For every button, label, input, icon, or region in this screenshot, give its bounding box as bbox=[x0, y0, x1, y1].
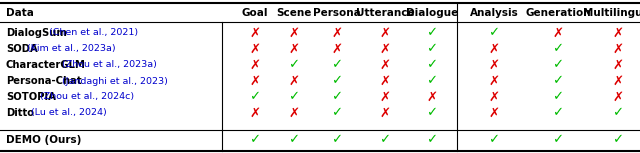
Text: ✗: ✗ bbox=[332, 26, 342, 39]
Text: ✗: ✗ bbox=[612, 75, 623, 88]
Text: ✓: ✓ bbox=[426, 43, 438, 56]
Text: ✗: ✗ bbox=[250, 58, 260, 71]
Text: ✗: ✗ bbox=[250, 106, 260, 119]
Text: ✗: ✗ bbox=[289, 26, 300, 39]
Text: ✗: ✗ bbox=[380, 75, 390, 88]
Text: (Zhou et al., 2024c): (Zhou et al., 2024c) bbox=[37, 93, 134, 101]
Text: ✗: ✗ bbox=[332, 43, 342, 56]
Text: ✓: ✓ bbox=[488, 134, 500, 147]
Text: ✗: ✗ bbox=[380, 91, 390, 103]
Text: ✓: ✓ bbox=[332, 134, 342, 147]
Text: (Zhou et al., 2023a): (Zhou et al., 2023a) bbox=[60, 60, 157, 69]
Text: ✓: ✓ bbox=[426, 106, 438, 119]
Text: Scene: Scene bbox=[276, 8, 312, 18]
Text: ✓: ✓ bbox=[250, 134, 260, 147]
Text: Generation: Generation bbox=[525, 8, 591, 18]
Text: ✗: ✗ bbox=[289, 75, 300, 88]
Text: Ditto: Ditto bbox=[6, 108, 34, 118]
Text: ✓: ✓ bbox=[289, 91, 300, 103]
Text: ✗: ✗ bbox=[612, 43, 623, 56]
Text: ✗: ✗ bbox=[380, 43, 390, 56]
Text: ✗: ✗ bbox=[380, 58, 390, 71]
Text: Persona-Chat: Persona-Chat bbox=[6, 76, 82, 86]
Text: Analysis: Analysis bbox=[470, 8, 518, 18]
Text: Dialogue: Dialogue bbox=[406, 8, 458, 18]
Text: ✓: ✓ bbox=[426, 75, 438, 88]
Text: ✓: ✓ bbox=[289, 134, 300, 147]
Text: ✓: ✓ bbox=[332, 91, 342, 103]
Text: ✗: ✗ bbox=[289, 106, 300, 119]
Text: DialogSum: DialogSum bbox=[6, 28, 67, 38]
Text: Goal: Goal bbox=[242, 8, 268, 18]
Text: ✓: ✓ bbox=[552, 106, 564, 119]
Text: (Lu et al., 2024): (Lu et al., 2024) bbox=[28, 108, 107, 118]
Text: ✗: ✗ bbox=[380, 106, 390, 119]
Text: ✗: ✗ bbox=[612, 91, 623, 103]
Text: SODA: SODA bbox=[6, 44, 38, 54]
Text: ✓: ✓ bbox=[552, 75, 564, 88]
Text: ✓: ✓ bbox=[552, 134, 564, 147]
Text: ✗: ✗ bbox=[552, 26, 564, 39]
Text: ✗: ✗ bbox=[289, 43, 300, 56]
Text: (Chen et al., 2021): (Chen et al., 2021) bbox=[46, 28, 138, 37]
Text: ✓: ✓ bbox=[380, 134, 390, 147]
Text: ✗: ✗ bbox=[488, 106, 500, 119]
Text: ✗: ✗ bbox=[488, 91, 500, 103]
Text: ✓: ✓ bbox=[332, 75, 342, 88]
Text: Multilingual: Multilingual bbox=[583, 8, 640, 18]
Text: ✓: ✓ bbox=[552, 58, 564, 71]
Text: ✓: ✓ bbox=[612, 134, 623, 147]
Text: CharacterGLM: CharacterGLM bbox=[6, 60, 86, 70]
Text: SOTOPIA: SOTOPIA bbox=[6, 92, 56, 102]
Text: Utterance: Utterance bbox=[356, 8, 414, 18]
Text: ✓: ✓ bbox=[426, 134, 438, 147]
Text: ✗: ✗ bbox=[250, 43, 260, 56]
Text: ✗: ✗ bbox=[488, 43, 500, 56]
Text: ✗: ✗ bbox=[250, 26, 260, 39]
Text: ✗: ✗ bbox=[612, 58, 623, 71]
Text: (Jandaghi et al., 2023): (Jandaghi et al., 2023) bbox=[60, 76, 168, 86]
Text: ✓: ✓ bbox=[250, 91, 260, 103]
Text: ✓: ✓ bbox=[289, 58, 300, 71]
Text: ✗: ✗ bbox=[426, 91, 438, 103]
Text: ✗: ✗ bbox=[380, 26, 390, 39]
Text: ✓: ✓ bbox=[332, 106, 342, 119]
Text: (Kim et al., 2023a): (Kim et al., 2023a) bbox=[24, 45, 115, 54]
Text: ✓: ✓ bbox=[552, 91, 564, 103]
Text: ✓: ✓ bbox=[426, 58, 438, 71]
Text: ✗: ✗ bbox=[250, 75, 260, 88]
Text: ✗: ✗ bbox=[488, 58, 500, 71]
Text: Persona: Persona bbox=[313, 8, 361, 18]
Text: Data: Data bbox=[6, 8, 34, 18]
Text: ✗: ✗ bbox=[612, 26, 623, 39]
Text: DEMO (Ours): DEMO (Ours) bbox=[6, 135, 81, 145]
Text: ✓: ✓ bbox=[426, 26, 438, 39]
Text: ✓: ✓ bbox=[552, 43, 564, 56]
Text: ✗: ✗ bbox=[488, 75, 500, 88]
Text: ✓: ✓ bbox=[332, 58, 342, 71]
Text: ✓: ✓ bbox=[488, 26, 500, 39]
Text: ✓: ✓ bbox=[612, 106, 623, 119]
